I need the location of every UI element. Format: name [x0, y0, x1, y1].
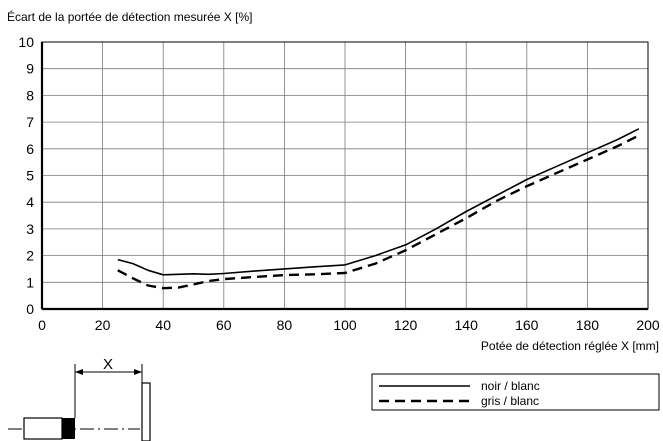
y-axis-title: Écart de la portée de détection mesurée …	[7, 9, 252, 24]
x-tick-labels: 0 20 40 60 80 100 120 140 160 180 200	[38, 317, 660, 333]
x-tick-label: 200	[636, 317, 660, 333]
x-tick-label: 0	[38, 317, 46, 333]
x-tick-label: 100	[333, 317, 357, 333]
x-tick-label: 120	[394, 317, 418, 333]
x-tick-label: 60	[216, 317, 232, 333]
y-tick-label: 7	[26, 114, 34, 130]
y-tick-labels: 0 1 2 3 4 5 6 7 8 9 10	[18, 34, 34, 317]
series-layer	[117, 128, 640, 290]
plot-frame	[40, 41, 649, 311]
sensor-body	[23, 417, 63, 440]
legend-label-1: gris / blanc	[481, 394, 539, 408]
x-tick-label: 180	[576, 317, 600, 333]
dimension-arrow-left	[75, 369, 83, 375]
measurement-diagram: X	[8, 356, 151, 441]
y-tick-label: 3	[26, 221, 34, 237]
x-axis-title: Potée de détection réglée X [mm]	[481, 339, 659, 353]
y-tick-label: 6	[26, 141, 34, 157]
y-tick-label: 1	[26, 274, 34, 290]
distance-label: X	[103, 356, 113, 373]
target-plate	[141, 382, 151, 441]
y-tick-label: 10	[18, 34, 34, 50]
series-line-0	[117, 128, 640, 276]
y-tick-label: 5	[26, 168, 34, 184]
x-tick-label: 160	[515, 317, 539, 333]
y-tick-label: 4	[26, 194, 34, 210]
y-tick-label: 9	[26, 61, 34, 77]
legend-label-0: noir / blanc	[481, 379, 540, 393]
y-tick-label: 8	[26, 87, 34, 103]
legend: noir / blanc gris / blanc	[371, 373, 660, 411]
x-tick-label: 80	[277, 317, 293, 333]
x-tick-label: 40	[155, 317, 171, 333]
legend-box	[371, 373, 660, 411]
y-tick-label: 2	[26, 248, 34, 264]
dimension-arrow-right	[134, 369, 142, 375]
x-tick-label: 20	[95, 317, 111, 333]
series-line-1	[117, 134, 640, 290]
sensor-head	[62, 418, 75, 439]
x-tick-label: 140	[455, 317, 479, 333]
grid	[42, 42, 648, 309]
y-tick-label: 0	[26, 301, 34, 317]
